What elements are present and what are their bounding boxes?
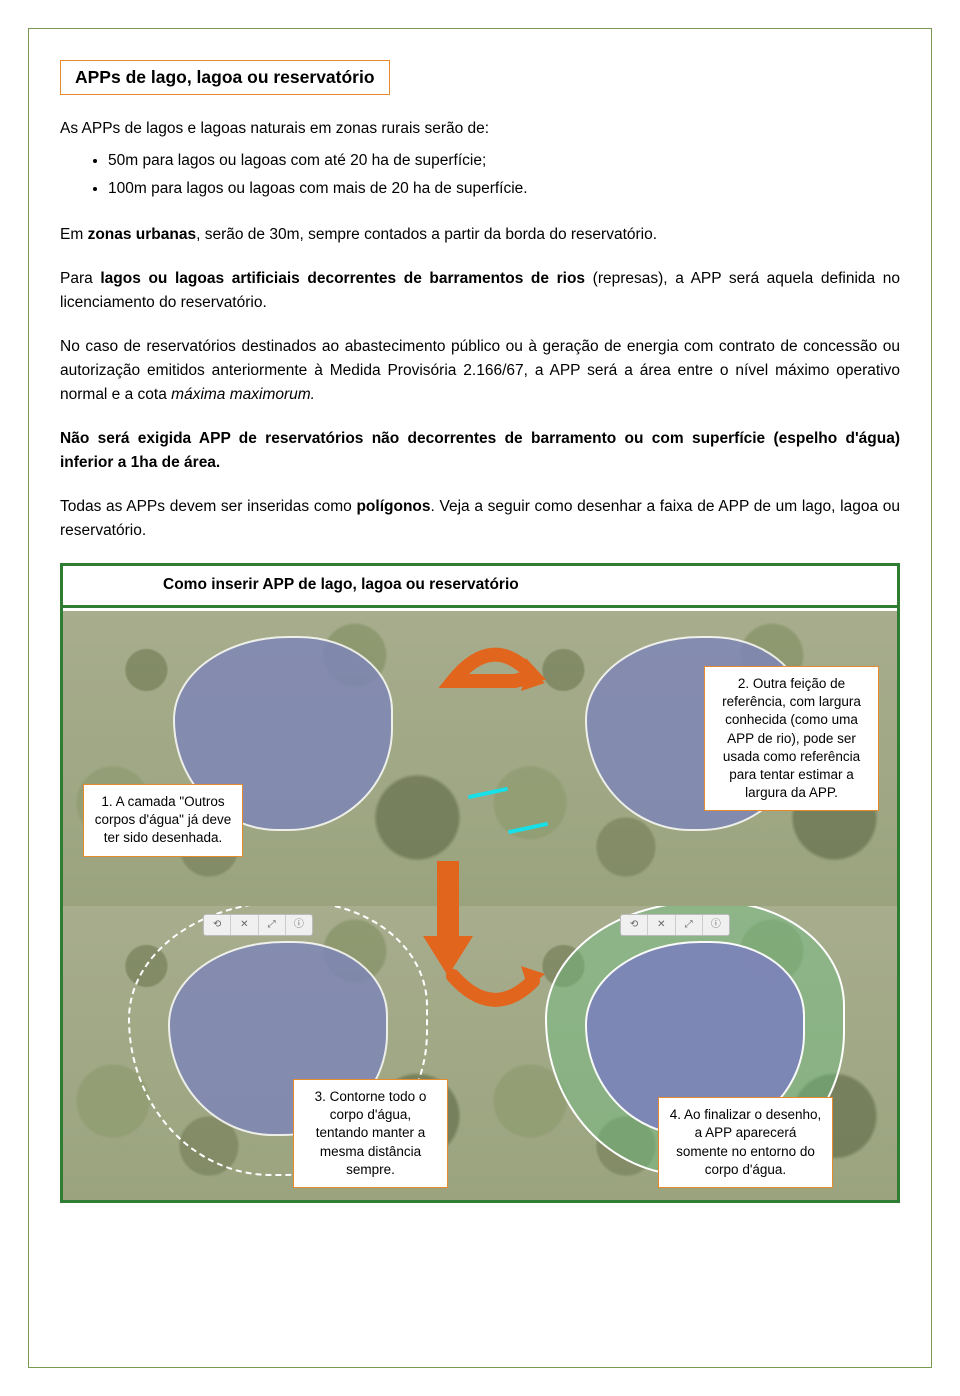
text: Em [60, 226, 88, 243]
toolbar-button[interactable]: ⤢ [259, 915, 286, 935]
bold-text: Não será exigida APP de reservatórios nã… [60, 430, 900, 471]
toolbar-button[interactable]: ⓘ [286, 915, 312, 935]
list-item: 100m para lagos ou lagoas com mais de 20… [108, 175, 900, 203]
callout-step-4: 4. Ao finalizar o desenho, a APP aparece… [658, 1097, 833, 1188]
text: , serão de 30m, sempre contados a partir… [196, 226, 657, 243]
section-title-box: APPs de lago, lagoa ou reservatório [60, 60, 390, 95]
callout-step-1: 1. A camada "Outros corpos d'água" já de… [83, 784, 243, 857]
intro-text: As APPs de lagos e lagoas naturais em zo… [60, 120, 489, 137]
callout-text: 2. Outra feição de referência, com largu… [722, 676, 861, 800]
callout-text: 1. A camada "Outros corpos d'água" já de… [95, 794, 231, 845]
paragraph-nao-exigida: Não será exigida APP de reservatórios nã… [60, 427, 900, 475]
infographic-title: Como inserir APP de lago, lagoa ou reser… [163, 576, 519, 594]
paragraph-reservatorios: No caso de reservatórios destinados ao a… [60, 335, 900, 407]
page-content: APPs de lago, lagoa ou reservatório As A… [60, 60, 900, 1203]
callout-step-2: 2. Outra feição de referência, com largu… [704, 666, 879, 812]
intro-paragraph: As APPs de lagos e lagoas naturais em zo… [60, 117, 900, 141]
toolbar-button[interactable]: ✕ [231, 915, 258, 935]
toolbar-button[interactable]: ⟲ [204, 915, 231, 935]
section-title: APPs de lago, lagoa ou reservatório [75, 67, 375, 87]
paragraph-poligonos: Todas as APPs devem ser inseridas como p… [60, 495, 900, 543]
arrow-icon [433, 621, 553, 721]
edit-toolbar: ⟲ ✕ ⤢ ⓘ [620, 914, 730, 936]
bold-text: zonas urbanas [88, 226, 197, 243]
arrow-icon [433, 936, 553, 1036]
callout-text: 4. Ao finalizar o desenho, a APP aparece… [670, 1107, 822, 1177]
bullet-list: 50m para lagos ou lagoas com até 20 ha d… [108, 147, 900, 203]
list-item: 50m para lagos ou lagoas com até 20 ha d… [108, 147, 900, 175]
toolbar-button[interactable]: ⓘ [703, 915, 729, 935]
paragraph-artificiais: Para lagos ou lagoas artificiais decorre… [60, 267, 900, 315]
italic-text: máxima maximorum. [171, 386, 315, 403]
bold-text: lagos ou lagoas artificiais decorrentes … [100, 270, 585, 287]
toolbar-button[interactable]: ✕ [648, 915, 675, 935]
bold-text: polígonos [356, 498, 430, 515]
callout-text: 3. Contorne todo o corpo d'água, tentand… [315, 1089, 427, 1177]
callout-step-3: 3. Contorne todo o corpo d'água, tentand… [293, 1079, 448, 1188]
toolbar-button[interactable]: ⤢ [676, 915, 703, 935]
text: Todas as APPs devem ser inseridas como [60, 498, 356, 515]
paragraph-urbanas: Em zonas urbanas, serão de 30m, sempre c… [60, 223, 900, 247]
text: Para [60, 270, 100, 287]
toolbar-button[interactable]: ⟲ [621, 915, 648, 935]
infographic-header: Como inserir APP de lago, lagoa ou reser… [63, 566, 897, 608]
infographic-container: Como inserir APP de lago, lagoa ou reser… [60, 563, 900, 1203]
edit-toolbar: ⟲ ✕ ⤢ ⓘ [203, 914, 313, 936]
